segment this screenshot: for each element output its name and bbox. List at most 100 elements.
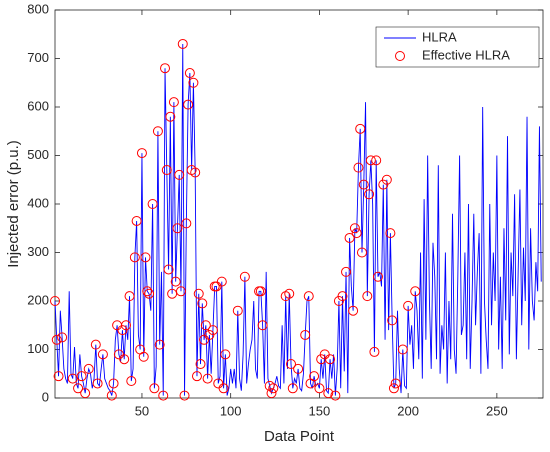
data-point — [163, 264, 174, 275]
data-point — [142, 286, 153, 297]
data-point — [337, 291, 348, 302]
data-point — [193, 288, 204, 299]
x-tick-label: 50 — [135, 403, 149, 418]
y-tick-label: 200 — [27, 292, 49, 307]
legend-label: HLRA — [422, 29, 457, 44]
data-point — [165, 111, 176, 122]
data-point — [186, 165, 197, 176]
data-point — [300, 329, 311, 340]
data-point — [323, 388, 334, 399]
data-point — [403, 300, 414, 311]
data-point — [172, 223, 183, 234]
data-point — [266, 388, 277, 399]
data-point — [268, 383, 279, 394]
y-tick-label: 400 — [27, 195, 49, 210]
y-tick-label: 500 — [27, 147, 49, 162]
data-point — [344, 232, 355, 243]
data-point — [388, 383, 399, 394]
y-tick-label: 700 — [27, 50, 49, 65]
legend-box — [375, 26, 540, 68]
data-point — [147, 199, 158, 209]
data-point — [356, 247, 367, 258]
data-point — [284, 288, 295, 299]
data-point — [410, 286, 421, 297]
data-point — [255, 286, 266, 297]
data-point — [202, 373, 213, 384]
data-point — [371, 155, 382, 166]
data-point — [351, 228, 362, 239]
data-point — [349, 223, 360, 234]
data-point — [144, 288, 155, 299]
data-point — [140, 252, 151, 263]
data-point — [188, 77, 199, 88]
data-point — [124, 291, 135, 302]
data-point — [183, 99, 194, 110]
data-point — [191, 371, 202, 382]
data-point — [280, 291, 291, 302]
data-point — [286, 359, 297, 370]
data-point — [190, 167, 201, 178]
data-point — [303, 291, 314, 302]
data-point — [136, 148, 147, 159]
data-point — [218, 383, 229, 394]
y-tick-label: 0 — [42, 389, 49, 404]
data-point — [152, 126, 163, 137]
x-tick-label: 100 — [220, 403, 242, 418]
y-axis-label: Injected error (p.u.) — [5, 140, 22, 268]
x-tick-label: 200 — [397, 403, 419, 418]
data-point — [397, 344, 408, 355]
data-point — [293, 363, 304, 374]
data-point — [200, 320, 211, 331]
data-line — [54, 43, 542, 396]
data-point — [372, 271, 383, 282]
data-point — [390, 378, 401, 389]
data-point — [167, 288, 178, 299]
data-point — [160, 63, 171, 74]
data-point — [97, 349, 108, 360]
data-point — [239, 271, 250, 282]
y-tick-label: 600 — [27, 98, 49, 113]
data-point — [90, 339, 101, 350]
data-point — [83, 363, 94, 374]
y-tick-label: 300 — [27, 244, 49, 259]
data-point — [168, 97, 179, 108]
legend-marker — [395, 51, 405, 61]
data-point — [57, 332, 68, 343]
y-tick-label: 100 — [27, 341, 49, 356]
data-point — [158, 390, 169, 401]
data-point — [76, 371, 87, 382]
data-point — [287, 383, 298, 394]
data-point — [314, 383, 325, 394]
data-point — [181, 218, 192, 229]
data-point — [369, 346, 380, 357]
data-point — [257, 320, 268, 331]
data-point — [119, 354, 130, 365]
data-point — [216, 276, 227, 287]
data-point — [161, 165, 172, 176]
data-point — [170, 276, 181, 287]
data-point — [385, 228, 396, 239]
data-point — [184, 68, 195, 79]
legend-label: Effective HLRA — [422, 47, 510, 62]
data-point — [177, 38, 188, 49]
data-point — [149, 383, 160, 394]
data-point — [174, 169, 185, 180]
data-point — [108, 378, 119, 389]
data-point — [73, 383, 84, 394]
data-point — [195, 359, 206, 370]
data-point — [309, 371, 320, 382]
data-point — [220, 349, 231, 360]
data-point — [330, 390, 341, 401]
data-point — [126, 376, 137, 387]
data-point — [362, 291, 373, 302]
data-point — [325, 354, 336, 365]
data-point — [232, 305, 243, 316]
x-tick-label: 250 — [486, 403, 508, 418]
data-point — [175, 286, 186, 297]
data-point — [364, 189, 375, 200]
data-point — [154, 339, 165, 350]
data-point — [80, 388, 91, 399]
data-point — [381, 174, 392, 185]
data-point — [67, 373, 78, 384]
